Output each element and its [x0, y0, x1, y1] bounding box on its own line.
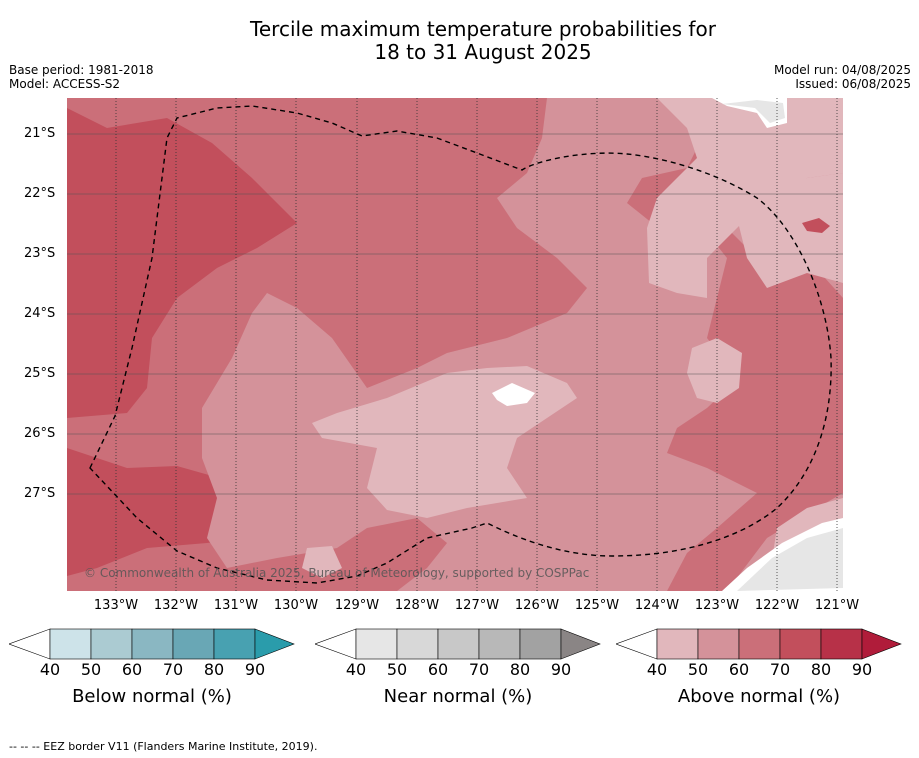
copyright-notice: © Commonwealth of Australia 2025, Bureau…	[84, 566, 590, 580]
colorbar-near-right-arrow	[560, 628, 601, 660]
lon-label-128: 128°W	[394, 598, 440, 613]
lat-label-22: 22°S	[24, 186, 56, 201]
lat-label-25: 25°S	[24, 366, 56, 381]
region-p70-southwest	[67, 448, 287, 576]
cb-above-tick-70: 70	[769, 660, 791, 679]
colorbar-above-right-arrow	[861, 628, 902, 660]
cb-below-label: Below normal (%)	[72, 686, 232, 707]
probability-map	[67, 98, 843, 591]
colorbar-below-left-arrow	[9, 628, 51, 660]
lon-label-121: 121°W	[814, 598, 860, 613]
colorbar-below-seg-1	[49, 628, 92, 660]
lon-label-126: 126°W	[514, 598, 560, 613]
colorbar-above-seg-2	[697, 628, 740, 660]
lat-label-23: 23°S	[24, 246, 56, 261]
colorbar-below-right-arrow	[254, 628, 295, 660]
lon-label-127: 127°W	[454, 598, 500, 613]
cb-above-tick-80: 80	[810, 660, 832, 679]
lon-label-123: 123°W	[694, 598, 740, 613]
cb-above-tick-40: 40	[646, 660, 668, 679]
region-white-hole	[492, 383, 535, 406]
model-name: Model: ACCESS-S2	[9, 77, 121, 91]
colorbar-below-seg-4	[172, 628, 215, 660]
eez-footnote: -- -- -- EEZ border V11 (Flanders Marine…	[9, 740, 318, 753]
colorbar-near-seg-2	[396, 628, 439, 660]
region-p40-bottom	[302, 546, 342, 578]
cb-near-tick-80: 80	[509, 660, 531, 679]
lon-label-124: 124°W	[634, 598, 680, 613]
colorbar-above-seg-5	[820, 628, 863, 660]
lon-label-131: 131°W	[213, 598, 259, 613]
colorbar-near-left-arrow	[315, 628, 357, 660]
region-p70-west	[67, 108, 297, 418]
region-p50-main	[202, 98, 757, 591]
lon-label-122: 122°W	[754, 598, 800, 613]
cb-below-tick-90: 90	[244, 660, 266, 679]
chart-title: Tercile maximum temperature probabilitie…	[0, 18, 919, 64]
lon-label-125: 125°W	[574, 598, 620, 613]
cb-near-tick-90: 90	[550, 660, 572, 679]
meta-left: Base period: 1981-2018 Model: ACCESS-S2	[9, 63, 154, 91]
colorbar-near-seg-3	[437, 628, 480, 660]
lon-label-129: 129°W	[334, 598, 380, 613]
colorbar-near-seg-5	[519, 628, 562, 660]
cb-below-tick-70: 70	[162, 660, 184, 679]
cb-near-label: Near normal (%)	[383, 686, 533, 707]
colorbar-above-seg-3	[738, 628, 781, 660]
meta-right: Model run: 04/08/2025 Issued: 06/08/2025	[774, 63, 911, 91]
land-grey-southeast	[737, 528, 843, 591]
title-line-2: 18 to 31 August 2025	[374, 40, 592, 64]
cb-near-tick-70: 70	[468, 660, 490, 679]
land-grey-northeast	[722, 100, 785, 123]
colorbar-above-seg-4	[779, 628, 822, 660]
lat-label-27: 27°S	[24, 486, 56, 501]
cb-below-tick-40: 40	[39, 660, 61, 679]
cb-near-tick-50: 50	[386, 660, 408, 679]
lon-grid-lines	[115, 98, 838, 591]
region-p70-east-spot	[802, 218, 830, 233]
colorbar-near-seg-4	[478, 628, 521, 660]
grid-lines	[67, 133, 843, 495]
colorbar-near-seg-1	[355, 628, 398, 660]
cb-above-tick-90: 90	[851, 660, 873, 679]
colorbar-above-left-arrow	[616, 628, 658, 660]
region-p40-spot	[687, 338, 742, 403]
base-period: Base period: 1981-2018	[9, 63, 154, 77]
colorbar-below-seg-3	[131, 628, 174, 660]
lon-label-130: 130°W	[273, 598, 319, 613]
cb-above-label: Above normal (%)	[677, 686, 841, 707]
cb-above-tick-60: 60	[728, 660, 750, 679]
cb-below-tick-50: 50	[80, 660, 102, 679]
issued-date: Issued: 06/08/2025	[795, 77, 911, 91]
cb-below-tick-80: 80	[203, 660, 225, 679]
cb-above-tick-50: 50	[687, 660, 709, 679]
colorbar-below-seg-5	[213, 628, 256, 660]
cb-near-tick-60: 60	[427, 660, 449, 679]
title-line-1: Tercile maximum temperature probabilitie…	[250, 17, 716, 41]
colorbar-near	[315, 628, 601, 660]
colorbar-below	[9, 628, 295, 660]
lon-label-132: 132°W	[153, 598, 199, 613]
lat-label-24: 24°S	[24, 306, 56, 321]
region-p40-east	[737, 173, 843, 288]
lon-label-133: 133°W	[93, 598, 139, 613]
colorbar-above	[616, 628, 902, 660]
colorbar-below-seg-2	[90, 628, 133, 660]
cb-near-tick-40: 40	[345, 660, 367, 679]
eez-border	[89, 105, 832, 584]
lat-label-26: 26°S	[24, 426, 56, 441]
model-run: Model run: 04/08/2025	[773, 63, 911, 77]
lat-label-21: 21°S	[24, 126, 56, 141]
colorbar-above-seg-1	[656, 628, 699, 660]
cb-below-tick-60: 60	[121, 660, 143, 679]
